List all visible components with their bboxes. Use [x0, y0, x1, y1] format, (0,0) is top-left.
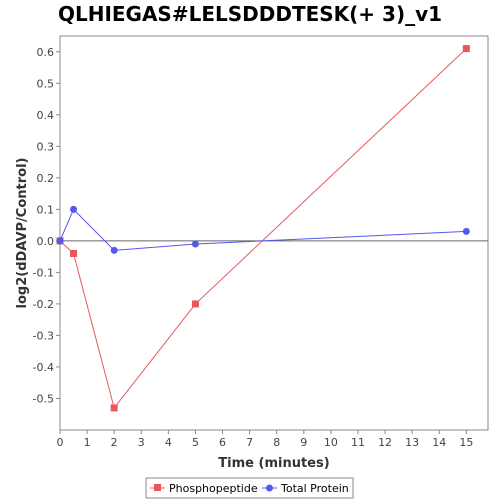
y-tick-label: -0.2: [33, 298, 54, 311]
legend-box: [145, 477, 354, 499]
chart-title: QLHIEGAS#LELSDDDTESK(+ 3)_v1: [57, 2, 443, 26]
y-axis-ticks: -0.5 -0.4 -0.3 -0.2 -0.1 0.0 0.1 0.2 0.3 0.4 0.5 0.…: [33, 46, 60, 405]
x-tick-label: 5: [192, 436, 199, 449]
legend-item-phosphopeptide: Phosphopeptide: [150, 482, 258, 495]
data-point-phosphopeptide: [462, 45, 470, 53]
plot-area: [59, 35, 489, 431]
data-point-phosphopeptide: [70, 249, 78, 257]
y-tick-label: 0.0: [37, 235, 55, 248]
x-tick-label: 0: [57, 436, 64, 449]
x-tick-label: 11: [351, 436, 365, 449]
y-tick-label: -0.3: [33, 329, 54, 342]
legend-marker-total-protein: [266, 484, 273, 492]
x-tick-label: 8: [273, 436, 280, 449]
legend-label-phosphopeptide: Phosphopeptide: [169, 482, 258, 495]
x-tick-label: 10: [324, 436, 338, 449]
y-tick-label: 0.6: [37, 46, 55, 59]
series-layer: [56, 45, 470, 412]
data-point-total-protein: [70, 205, 78, 213]
y-tick-label: 0.4: [37, 109, 55, 122]
y-tick-label: -0.4: [33, 361, 54, 374]
x-tick-label: 14: [432, 436, 446, 449]
x-tick-label: 1: [84, 436, 91, 449]
legend-marker-phosphopeptide: [154, 484, 161, 491]
data-point-total-protein: [110, 246, 118, 254]
y-tick-label: 0.2: [37, 172, 55, 185]
data-point-total-protein: [56, 237, 64, 245]
x-tick-label: 13: [405, 436, 419, 449]
data-point-phosphopeptide: [191, 300, 199, 308]
x-tick-label: 3: [138, 436, 145, 449]
y-tick-label: 0.5: [37, 77, 55, 90]
x-axis-ticks: 0 1 2 3 4 5 6 7 8 9 10 11 12 13 14 15: [57, 430, 473, 449]
x-tick-label: 6: [219, 436, 226, 449]
x-tick-label: 15: [459, 436, 473, 449]
data-point-total-protein: [462, 227, 470, 235]
legend-item-total-protein: Total Protein: [262, 482, 349, 495]
legend-label-total-protein: Total Protein: [280, 482, 349, 495]
y-axis-title: log2(dDAVP/Control): [15, 158, 30, 309]
x-tick-label: 9: [300, 436, 307, 449]
y-tick-label: -0.1: [33, 266, 54, 279]
x-tick-label: 7: [246, 436, 253, 449]
y-tick-label: 0.3: [37, 140, 55, 153]
x-tick-label: 12: [378, 436, 392, 449]
x-tick-label: 4: [165, 436, 172, 449]
y-tick-label: -0.5: [33, 392, 54, 405]
data-point-total-protein: [191, 240, 199, 248]
x-tick-label: 2: [111, 436, 118, 449]
legend: Phosphopeptide Total Protein: [145, 477, 354, 499]
data-point-phosphopeptide: [110, 404, 118, 412]
y-tick-label: 0.1: [37, 203, 55, 216]
x-axis-title: Time (minutes): [218, 456, 329, 471]
